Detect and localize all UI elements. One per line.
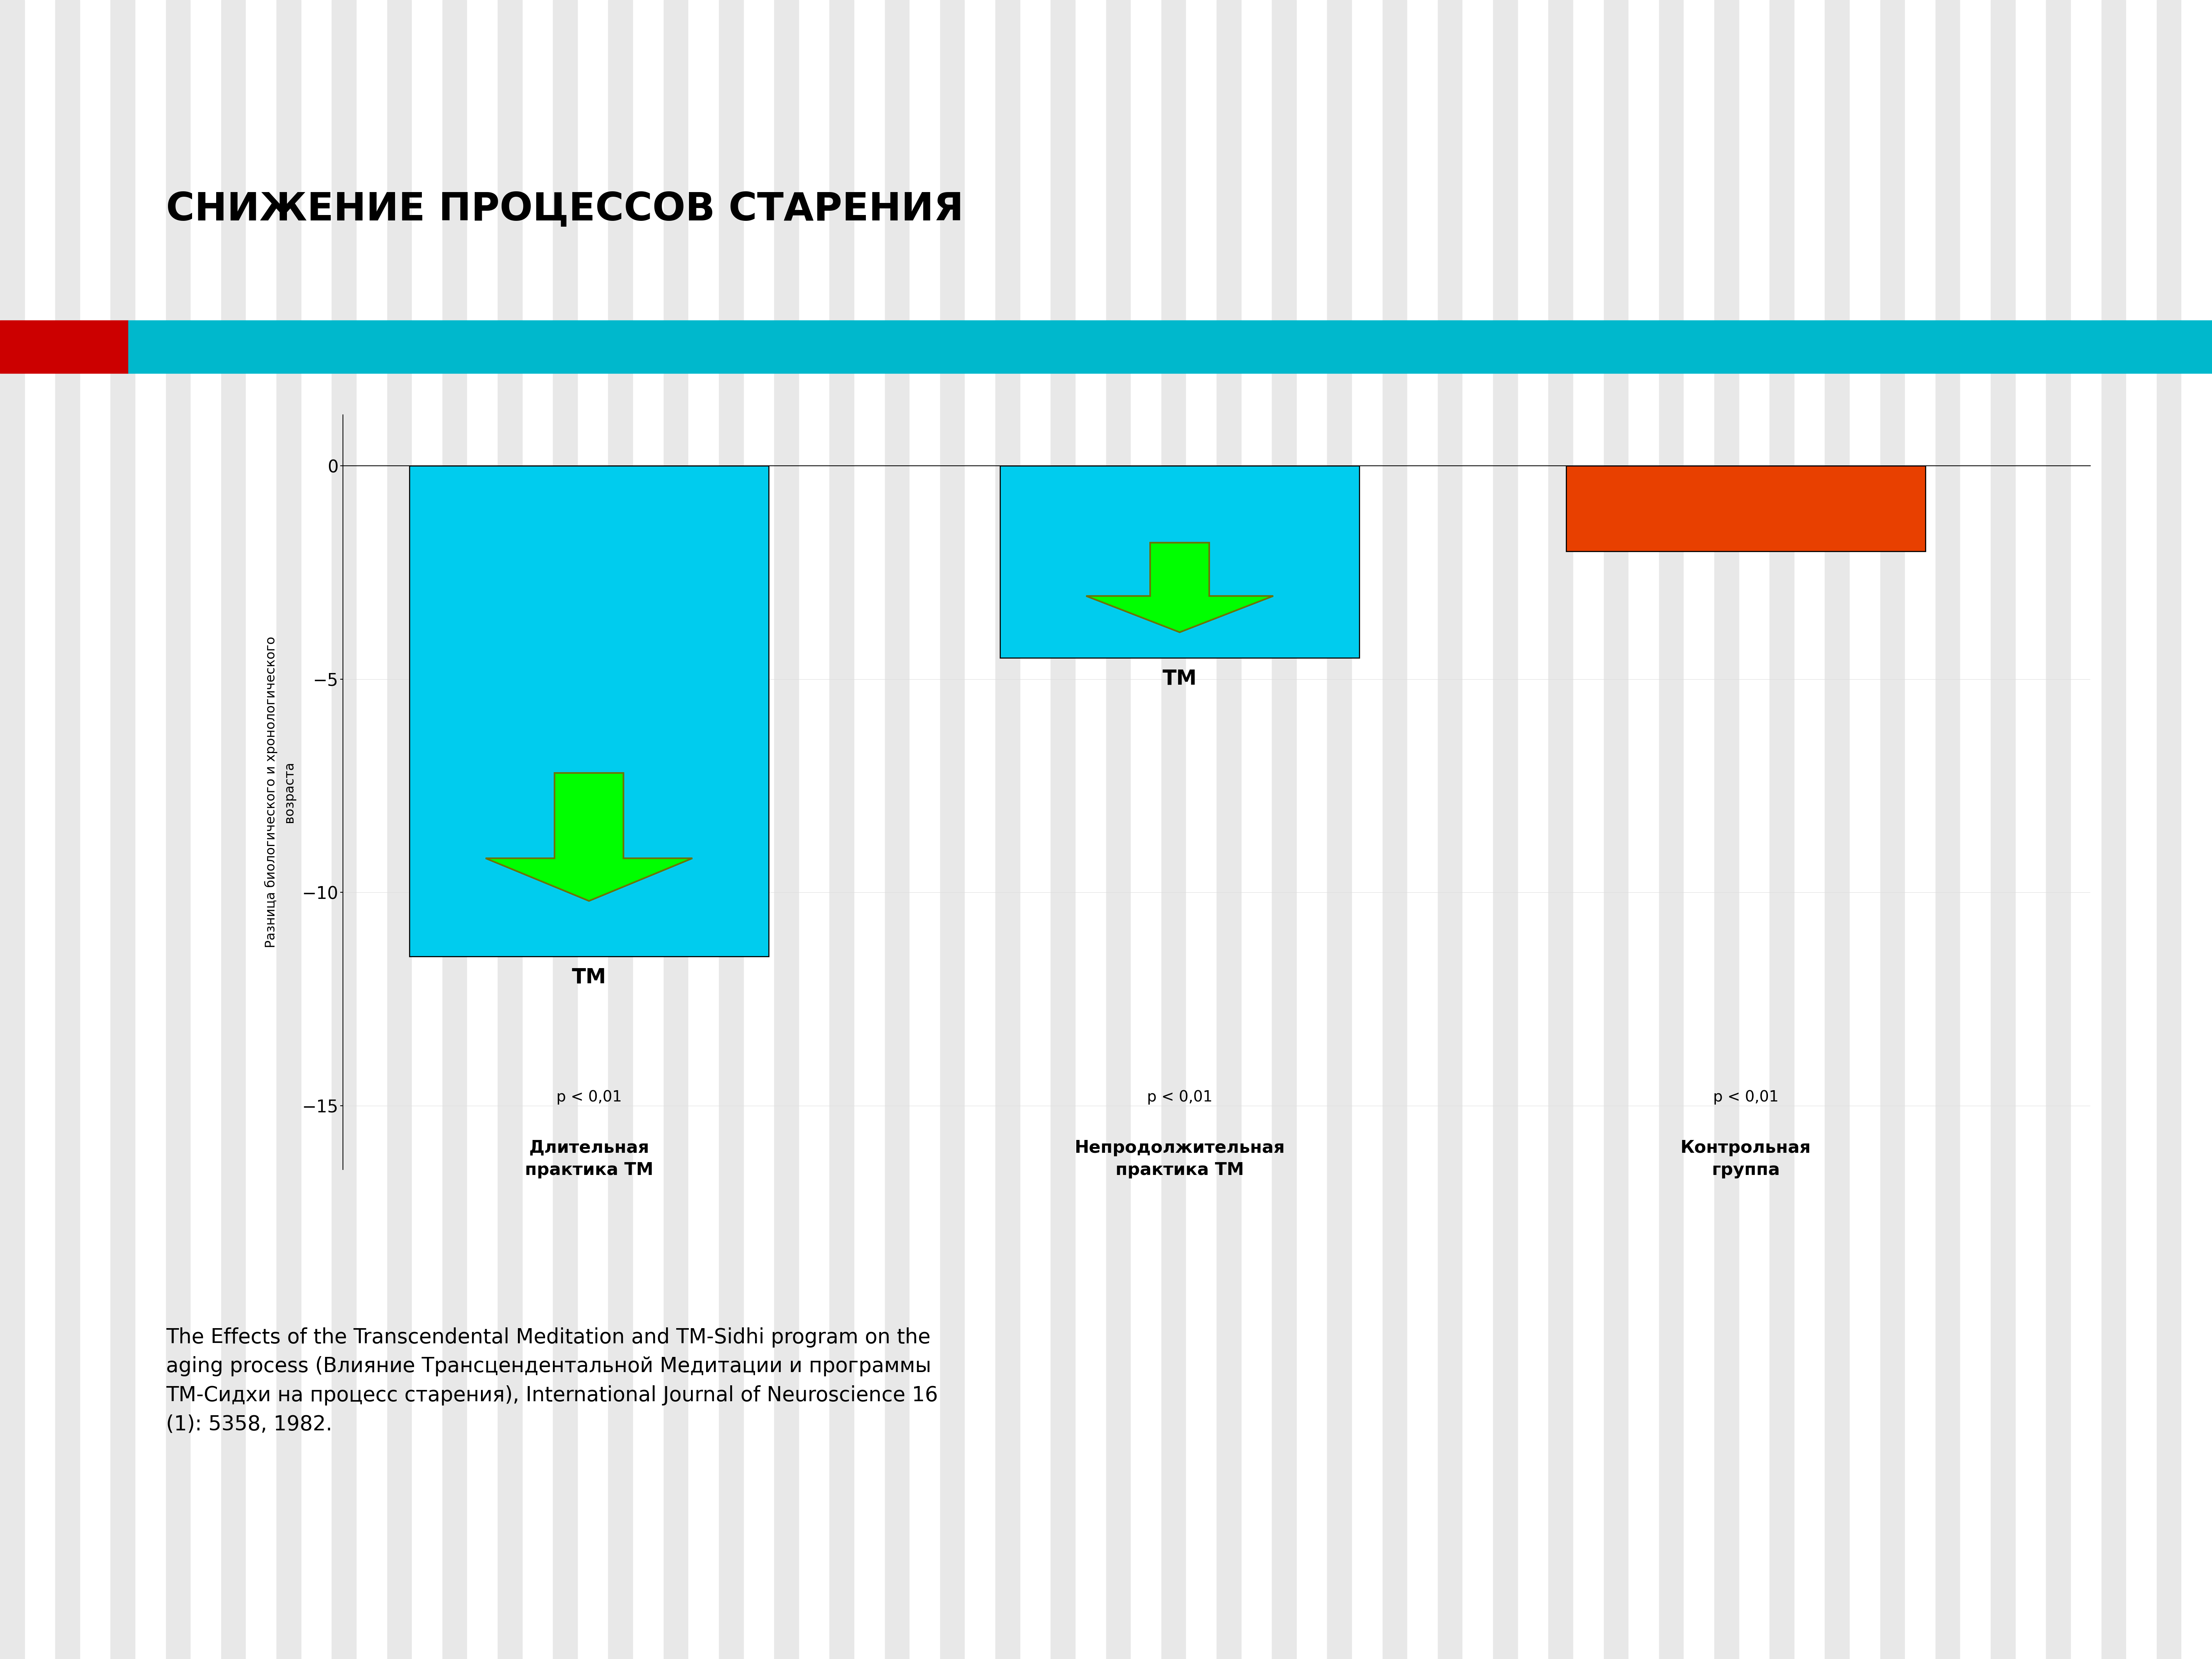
Bar: [1493, 0, 1517, 1659]
Text: Контрольная
группа: Контрольная группа: [1681, 1140, 1812, 1178]
Bar: [1991, 0, 2015, 1659]
Bar: [0, 0, 24, 1659]
Bar: [1825, 0, 1849, 1659]
Bar: [166, 0, 190, 1659]
Bar: [1770, 0, 1794, 1659]
Bar: [221, 0, 246, 1659]
Text: p < 0,01: p < 0,01: [1712, 1090, 1778, 1105]
Bar: [1936, 0, 1960, 1659]
Bar: [332, 0, 356, 1659]
Text: ТМ: ТМ: [1164, 669, 1197, 688]
Bar: [1106, 0, 1130, 1659]
Bar: [409, 466, 768, 956]
Bar: [1272, 0, 1296, 1659]
Bar: [1548, 0, 1573, 1659]
Text: Непродолжительная
практика ТМ: Непродолжительная практика ТМ: [1075, 1140, 1285, 1178]
Text: The Effects of the Transcendental Meditation and TM-Sidhi program on the
aging p: The Effects of the Transcendental Medita…: [166, 1327, 938, 1435]
Bar: [774, 0, 799, 1659]
Polygon shape: [487, 773, 692, 901]
Text: Длительная
практика ТМ: Длительная практика ТМ: [524, 1140, 653, 1178]
Bar: [995, 0, 1020, 1659]
Bar: [885, 0, 909, 1659]
Bar: [498, 0, 522, 1659]
Polygon shape: [1086, 542, 1274, 632]
Bar: [1382, 0, 1407, 1659]
Bar: [719, 0, 743, 1659]
Bar: [2046, 0, 2070, 1659]
Text: p < 0,01: p < 0,01: [1148, 1090, 1212, 1105]
Bar: [111, 0, 135, 1659]
Bar: [442, 0, 467, 1659]
Bar: [1566, 466, 1924, 551]
Bar: [1217, 0, 1241, 1659]
Bar: [940, 0, 964, 1659]
Bar: [1327, 0, 1352, 1659]
Bar: [55, 0, 80, 1659]
Bar: [1659, 0, 1683, 1659]
Bar: [2157, 0, 2181, 1659]
Text: ТМ: ТМ: [571, 967, 606, 987]
Bar: [1604, 0, 1628, 1659]
Bar: [664, 0, 688, 1659]
Bar: [1161, 0, 1186, 1659]
Bar: [128, 320, 2212, 373]
Bar: [1714, 0, 1739, 1659]
Bar: [0, 320, 128, 373]
Bar: [276, 0, 301, 1659]
Bar: [1438, 0, 1462, 1659]
Text: СНИЖЕНИЕ ПРОЦЕССОВ СТАРЕНИЯ: СНИЖЕНИЕ ПРОЦЕССОВ СТАРЕНИЯ: [166, 191, 964, 229]
Bar: [1880, 0, 1905, 1659]
Bar: [553, 0, 577, 1659]
Bar: [2101, 0, 2126, 1659]
Bar: [1051, 0, 1075, 1659]
Y-axis label: Разница биологического и хронологического
возраста: Разница биологического и хронологическог…: [263, 637, 296, 947]
Bar: [830, 0, 854, 1659]
Bar: [608, 0, 633, 1659]
Bar: [1000, 466, 1360, 659]
Bar: [387, 0, 411, 1659]
Text: p < 0,01: p < 0,01: [555, 1090, 622, 1105]
